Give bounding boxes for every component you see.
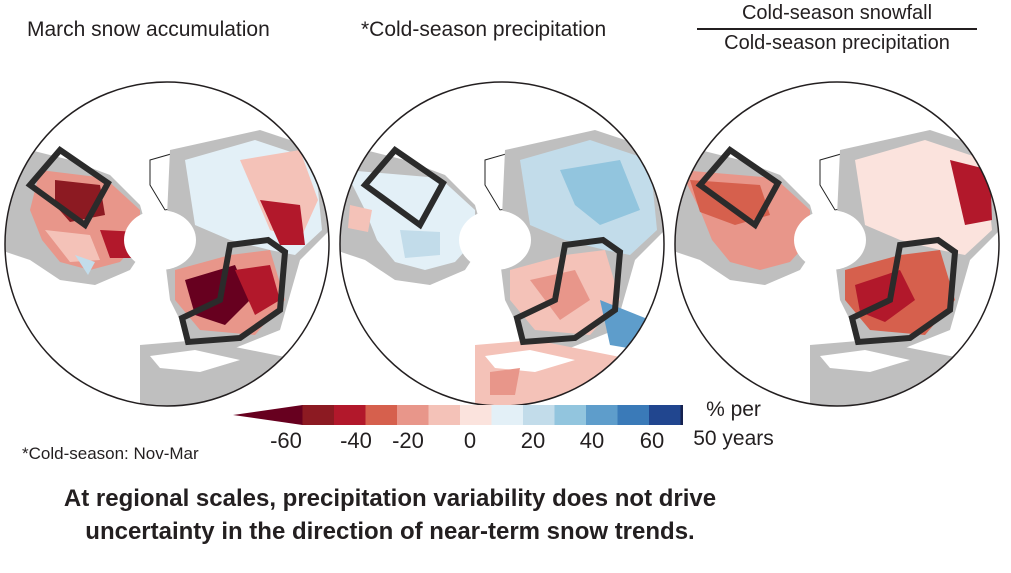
colorbar-cell xyxy=(365,405,398,425)
colorbar-cell xyxy=(397,405,429,425)
colorbar xyxy=(233,405,683,425)
colorbar-cell xyxy=(649,405,681,425)
panel-3-title-denominator: Cold-season precipitation xyxy=(724,31,950,54)
colorbar-cell xyxy=(554,405,587,425)
colorbar-tick-label: -40 xyxy=(340,428,372,453)
colorbar-tick-label: 20 xyxy=(520,428,546,453)
colorbar-unit-line1: % per xyxy=(706,398,761,421)
colorbar-unit-line2: 50 years xyxy=(693,427,774,450)
colorbar-cell xyxy=(334,405,366,425)
conclusion-line-2: uncertainty in the direction of near-ter… xyxy=(85,518,695,545)
panel-3-title-numerator: Cold-season snowfall xyxy=(741,2,933,24)
panel-3-title: Cold-season snowfall Cold-season precipi… xyxy=(697,2,977,55)
colorbar-cell xyxy=(617,405,650,425)
colorbar-tick-label: -20 xyxy=(392,428,424,453)
colorbar-cell xyxy=(460,405,492,425)
colorbar-tick-label: 60 xyxy=(639,428,665,453)
colorbar-tick-label: 40 xyxy=(579,428,605,453)
panel-1-title: March snow accumulation xyxy=(27,18,270,41)
colorbar-tick-label: -60 xyxy=(270,428,302,453)
colorbar-cell xyxy=(302,405,335,425)
colorbar-tick-label: 0 xyxy=(463,428,477,453)
panel-2-title: *Cold-season precipitation xyxy=(361,18,607,41)
colorbar-cell xyxy=(680,405,683,425)
colorbar-cell xyxy=(586,405,618,425)
colorbar-cell xyxy=(491,405,524,425)
footnote: *Cold-season: Nov-Mar xyxy=(22,444,199,463)
fraction-bar xyxy=(697,28,977,30)
colorbar-cell xyxy=(523,405,555,425)
colorbar-cell xyxy=(233,405,303,425)
colorbar-cell xyxy=(428,405,461,425)
conclusion-line-1: At regional scales, precipitation variab… xyxy=(63,485,717,512)
